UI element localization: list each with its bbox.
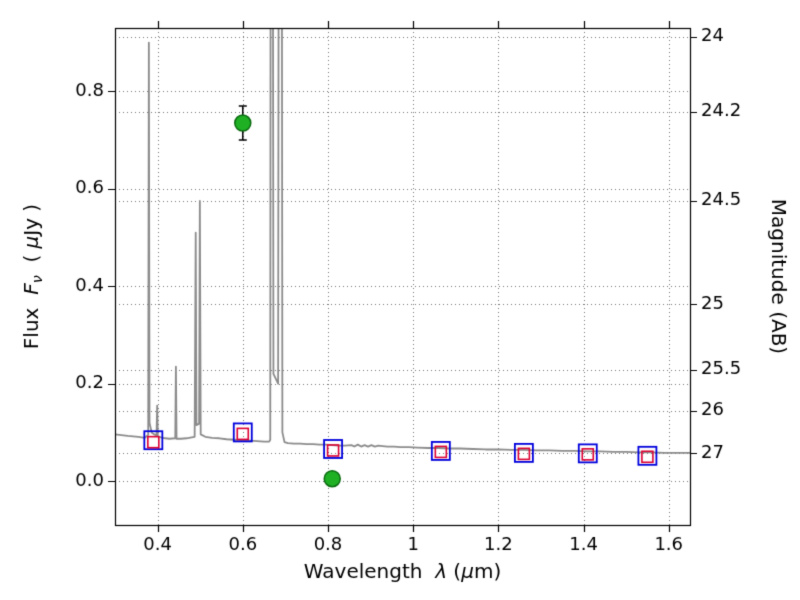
sed-figure: [0, 0, 800, 600]
sed-chart-canvas: [0, 0, 800, 600]
